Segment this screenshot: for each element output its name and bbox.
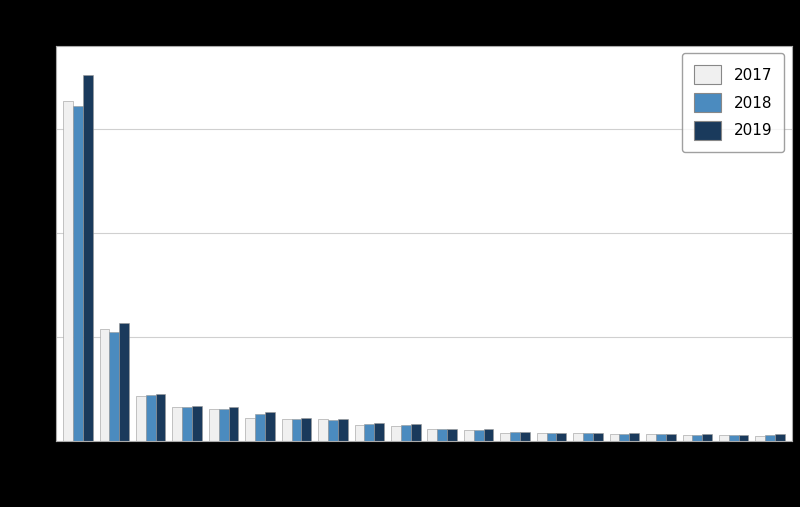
Bar: [438, 429, 447, 441]
Bar: [610, 434, 619, 441]
Bar: [182, 407, 192, 441]
Bar: [110, 332, 119, 441]
Bar: [574, 433, 583, 441]
Bar: [738, 435, 749, 441]
Bar: [365, 424, 374, 441]
Bar: [63, 101, 73, 441]
Bar: [354, 425, 365, 441]
Bar: [593, 433, 602, 441]
Bar: [209, 409, 218, 441]
Bar: [510, 432, 520, 441]
Bar: [520, 432, 530, 441]
Bar: [619, 434, 630, 441]
Bar: [630, 433, 639, 441]
Bar: [291, 419, 302, 441]
Bar: [464, 429, 474, 441]
Bar: [483, 429, 494, 441]
Bar: [255, 414, 265, 441]
Bar: [192, 406, 202, 441]
Bar: [265, 412, 274, 441]
Bar: [302, 418, 311, 441]
Bar: [557, 433, 566, 441]
Bar: [282, 419, 291, 441]
Bar: [427, 429, 438, 441]
Bar: [391, 426, 401, 441]
Bar: [537, 433, 546, 441]
Bar: [682, 435, 692, 441]
Bar: [401, 425, 410, 441]
Bar: [338, 419, 348, 441]
Bar: [218, 409, 229, 441]
Text: (Thous): (Thous): [56, 24, 109, 38]
Legend: 2017, 2018, 2019: 2017, 2018, 2019: [682, 53, 784, 152]
Bar: [646, 434, 656, 441]
Bar: [246, 418, 255, 441]
Bar: [692, 435, 702, 441]
Bar: [546, 433, 557, 441]
Bar: [136, 396, 146, 441]
Bar: [666, 434, 675, 441]
Bar: [119, 323, 129, 441]
Bar: [328, 420, 338, 441]
Bar: [173, 407, 182, 441]
Bar: [474, 429, 483, 441]
Bar: [229, 407, 238, 441]
Bar: [729, 436, 738, 441]
Bar: [374, 423, 384, 441]
Bar: [146, 395, 156, 441]
Bar: [656, 434, 666, 441]
Bar: [82, 75, 93, 441]
Bar: [702, 434, 712, 441]
Bar: [156, 394, 166, 441]
Bar: [719, 436, 729, 441]
Bar: [318, 419, 328, 441]
Bar: [73, 106, 82, 441]
Bar: [447, 428, 457, 441]
Bar: [775, 434, 785, 441]
Bar: [410, 424, 421, 441]
Bar: [755, 436, 766, 441]
Bar: [583, 433, 593, 441]
Bar: [766, 436, 775, 441]
Bar: [500, 433, 510, 441]
Bar: [99, 329, 110, 441]
